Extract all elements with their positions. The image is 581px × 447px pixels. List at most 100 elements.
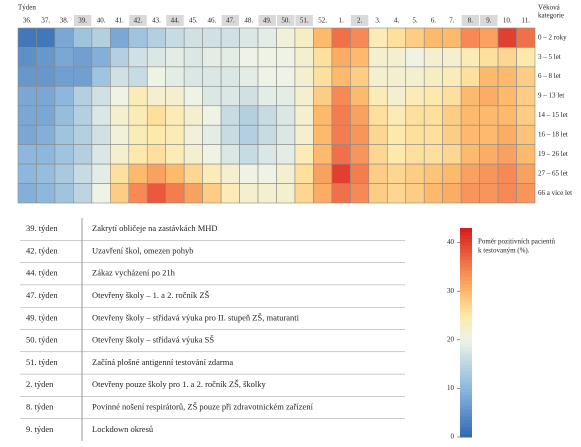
- week-highlight: [166, 15, 184, 26]
- colorbar-step: [460, 287, 472, 292]
- heat-cell: [36, 105, 56, 126]
- heat-cell: [17, 144, 37, 165]
- heat-cell: [36, 47, 56, 68]
- heat-cell: [17, 105, 37, 126]
- x-tick-label: 38.: [60, 17, 69, 25]
- heat-cell: [405, 27, 425, 48]
- heat-cell: [331, 27, 351, 48]
- heat-cell: [442, 27, 462, 48]
- colorbar-step: [460, 332, 472, 337]
- heat-cell: [239, 144, 259, 165]
- colorbar-step: [460, 245, 472, 250]
- heat-cell: [423, 105, 443, 126]
- heat-cell: [128, 27, 148, 48]
- colorbar-step: [460, 311, 472, 316]
- x-tick-label: 7.: [449, 17, 455, 25]
- heat-cell: [294, 27, 314, 48]
- week-highlight: [461, 15, 480, 26]
- heat-cell: [239, 183, 259, 204]
- table-week: 8. týden: [26, 402, 54, 412]
- y-tick-label: 14 – 15 let: [538, 111, 568, 119]
- heat-cell: [423, 144, 443, 165]
- heat-cell: [460, 66, 480, 87]
- heat-cell: [313, 144, 333, 165]
- heat-cell: [368, 27, 388, 48]
- heat-cell: [350, 47, 370, 68]
- heat-cell: [313, 163, 333, 184]
- heat-cell: [110, 47, 130, 68]
- table-event: Povinné nošení respirátorů, ZŠ pouze při…: [92, 402, 314, 412]
- heat-cell: [183, 86, 203, 107]
- heat-cell: [386, 144, 407, 165]
- heat-cell: [220, 124, 240, 145]
- y-title: kategorie: [538, 12, 564, 20]
- heat-cell: [331, 124, 351, 145]
- heat-cell: [497, 183, 517, 204]
- heat-cell: [128, 163, 148, 184]
- heat-cell: [54, 66, 74, 87]
- heat-cell: [202, 144, 222, 165]
- heat-cell: [183, 124, 203, 145]
- heat-cell: [183, 47, 203, 68]
- colorbar-step: [460, 290, 472, 295]
- heat-cell: [239, 163, 259, 184]
- heat-cell: [294, 86, 314, 107]
- heat-cell: [257, 124, 277, 145]
- heat-cell: [257, 66, 277, 87]
- colorbar-step: [460, 395, 472, 400]
- heat-cell: [220, 144, 240, 165]
- heat-cell: [36, 66, 56, 87]
- heat-cell: [276, 163, 296, 184]
- colorbar-tick-label: 30: [447, 287, 455, 295]
- heat-cell: [183, 27, 203, 48]
- colorbar-step: [460, 405, 472, 410]
- heat-cell: [479, 124, 499, 145]
- colorbar-step: [460, 329, 472, 333]
- heat-cell: [442, 163, 462, 184]
- heat-cell: [202, 124, 222, 145]
- colorbar-step: [460, 308, 472, 313]
- colorbar-step: [460, 402, 472, 407]
- heat-cell: [36, 163, 56, 184]
- heat-cell: [183, 105, 203, 126]
- heat-cell: [386, 105, 407, 126]
- x-tick-label: 45.: [189, 17, 198, 25]
- heat-cell: [350, 124, 370, 145]
- heat-cell: [386, 27, 407, 48]
- heat-cell: [423, 124, 443, 145]
- heat-cell: [239, 47, 259, 68]
- x-tick-label: 41.: [115, 17, 124, 25]
- heat-cell: [17, 47, 37, 68]
- heat-cell: [516, 86, 536, 107]
- colorbar-step: [460, 262, 472, 267]
- x-tick-label: 51.: [300, 17, 309, 25]
- colorbar-step: [460, 391, 472, 396]
- x-tick-label: 11.: [522, 17, 531, 25]
- heat-cell: [110, 86, 130, 107]
- x-tick-label: 39.: [78, 17, 87, 25]
- heat-cell: [479, 183, 499, 204]
- heat-cell: [294, 163, 314, 184]
- heat-cell: [220, 163, 240, 184]
- heat-cell: [516, 66, 536, 87]
- colorbar-step: [460, 412, 472, 417]
- y-tick-label: 9 – 13 let: [538, 92, 564, 100]
- heat-cell: [276, 124, 296, 145]
- x-tick-label: 44.: [171, 17, 180, 25]
- colorbar-tick-label: 20: [447, 335, 455, 343]
- heat-cell: [146, 124, 167, 145]
- heat-cell: [497, 47, 517, 68]
- y-tick-label: 3 – 5 let: [538, 53, 561, 61]
- heat-cell: [54, 86, 74, 107]
- colorbar-step: [460, 241, 472, 246]
- heat-cell: [516, 27, 536, 48]
- heat-cell: [423, 66, 443, 87]
- heat-cell: [73, 183, 93, 204]
- colorbar-step: [460, 304, 472, 309]
- heat-cell: [91, 163, 111, 184]
- colorbar-step: [460, 426, 472, 431]
- colorbar-step: [460, 325, 472, 330]
- heat-cell: [239, 66, 259, 87]
- week-highlight: [350, 15, 369, 26]
